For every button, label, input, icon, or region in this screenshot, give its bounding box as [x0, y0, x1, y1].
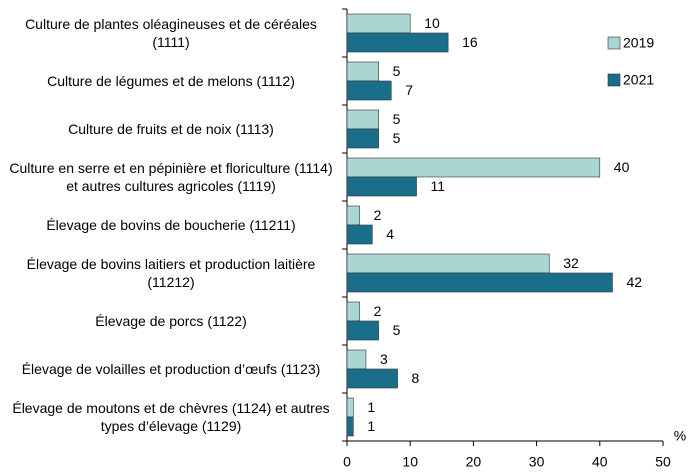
bar [346, 320, 379, 341]
data-label: 16 [462, 34, 478, 50]
data-label: 8 [412, 370, 420, 386]
bar [346, 205, 360, 226]
data-label: 2 [374, 207, 382, 223]
x-axis-label: % [674, 428, 686, 444]
bar [346, 157, 601, 178]
bar [346, 109, 379, 130]
data-label: 11 [431, 178, 446, 194]
bar [346, 301, 360, 322]
category-label: Culture de fruits et de noix (1113) [68, 121, 274, 137]
category-label: Culture de plantes oléagineuses et de cé… [25, 16, 317, 50]
legend-swatch [607, 36, 621, 50]
bar [346, 224, 373, 245]
bar [346, 253, 550, 274]
category-label: Culture en serre et en pépinière et flor… [9, 160, 333, 194]
data-label: 5 [393, 322, 401, 338]
x-tick-label: 40 [592, 454, 608, 470]
legend-label: 2021 [623, 72, 654, 88]
data-label: 3 [380, 351, 388, 367]
bar [346, 13, 411, 34]
bar [346, 128, 379, 149]
category-label: Élevage de porcs (1122) [95, 313, 247, 329]
data-label: 4 [386, 226, 394, 242]
x-tick-label: 30 [529, 454, 545, 470]
category-label: Élevage de moutons et de chèvres (1124) … [12, 400, 330, 434]
x-tick-label: 0 [343, 454, 351, 470]
x-tick-label: 10 [402, 454, 418, 470]
category-label: Élevage de bovins de boucherie (11211) [46, 217, 296, 233]
bar [346, 272, 613, 293]
legend-swatch [607, 73, 621, 87]
category-label: Élevage de bovins laitiers et production… [26, 256, 316, 290]
data-label: 40 [614, 159, 630, 175]
data-label: 32 [563, 255, 579, 271]
data-label: 5 [393, 111, 401, 127]
bar [346, 349, 367, 370]
data-label: 5 [393, 130, 401, 146]
data-label: 42 [626, 274, 642, 290]
bar [346, 32, 449, 53]
data-label: 2 [374, 303, 382, 319]
x-tick-label: 50 [655, 454, 671, 470]
data-label: 1 [367, 399, 375, 415]
bar [346, 176, 417, 197]
legend-label: 2019 [623, 35, 654, 51]
category-label: Élevage de volailles et production d’œuf… [21, 361, 321, 377]
bar [346, 397, 354, 418]
data-label: 7 [405, 82, 413, 98]
bar [346, 368, 398, 389]
data-label: 5 [393, 63, 401, 79]
bar [346, 416, 354, 437]
data-label: 1 [367, 418, 375, 434]
data-label: 10 [424, 15, 440, 31]
category-label: Culture de légumes et de melons (1112) [47, 73, 295, 89]
x-tick-label: 20 [466, 454, 482, 470]
bar [346, 80, 392, 101]
bar [346, 61, 379, 82]
